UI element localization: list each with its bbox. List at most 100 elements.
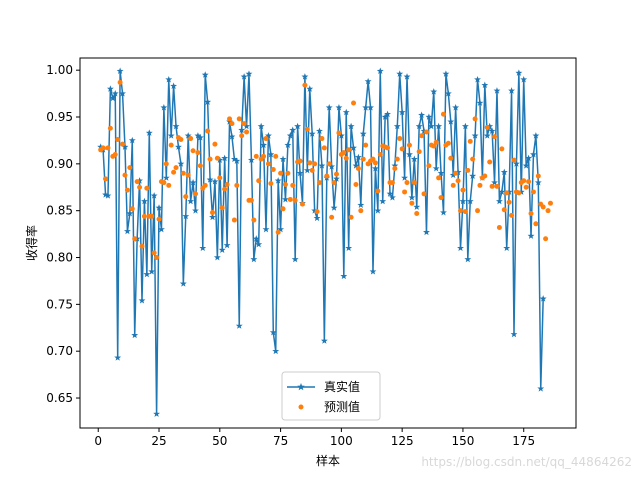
true-value-point xyxy=(284,141,292,149)
predicted-value-point xyxy=(404,180,410,186)
predicted-value-point xyxy=(173,165,179,171)
true-value-point xyxy=(272,347,280,355)
true-value-point xyxy=(498,188,506,195)
predicted-value-point xyxy=(455,178,461,184)
true-value-point xyxy=(175,143,182,150)
predicted-value-point xyxy=(202,182,208,188)
true-value-point xyxy=(466,197,474,205)
true-value-point xyxy=(527,232,535,239)
true-value-point xyxy=(432,164,440,172)
true-value-point xyxy=(481,81,489,89)
true-value-point xyxy=(204,98,212,105)
y-tick-label: 0.80 xyxy=(46,251,73,265)
true-value-point xyxy=(330,204,338,211)
true-value-point xyxy=(318,162,326,169)
true-value-point xyxy=(145,129,153,136)
predicted-value-point xyxy=(100,145,106,151)
predicted-value-point xyxy=(316,180,322,186)
y-tick-label: 0.85 xyxy=(46,204,73,218)
true-value-point xyxy=(401,174,409,181)
true-value-point xyxy=(503,244,511,252)
true-value-point xyxy=(201,71,209,78)
true-value-point xyxy=(493,87,501,94)
predicted-value-point xyxy=(312,161,318,167)
true-value-point xyxy=(313,214,321,222)
true-value-point xyxy=(155,204,163,211)
predicted-value-point xyxy=(302,82,308,88)
predicted-value-point xyxy=(229,121,235,127)
predicted-value-point xyxy=(523,184,529,190)
predicted-value-point xyxy=(129,206,135,212)
predicted-value-point xyxy=(270,166,276,172)
true-value-point xyxy=(223,241,231,249)
x-tick-label: 25 xyxy=(151,434,166,448)
predicted-value-point xyxy=(397,136,403,142)
true-value-point xyxy=(325,104,333,111)
predicted-value-point xyxy=(205,128,211,134)
predicted-value-point xyxy=(326,161,332,167)
predicted-value-point xyxy=(287,196,293,202)
true-value-point xyxy=(206,176,214,183)
true-value-point xyxy=(530,150,537,158)
true-value-point xyxy=(410,155,418,163)
predicted-value-point xyxy=(472,116,478,122)
true-value-point xyxy=(235,322,243,329)
true-value-point xyxy=(389,193,396,201)
series-layer xyxy=(97,67,553,417)
predicted-value-point xyxy=(197,163,203,169)
true-value-point xyxy=(167,132,175,139)
true-value-point xyxy=(277,225,285,233)
true-value-point xyxy=(474,75,481,83)
predicted-value-point xyxy=(282,181,288,187)
true-value-point xyxy=(320,337,328,344)
true-value-point xyxy=(184,132,192,139)
predicted-value-point xyxy=(292,197,298,203)
true-value-point xyxy=(165,75,173,83)
predicted-value-point xyxy=(489,183,495,189)
predicted-value-point xyxy=(492,134,498,140)
legend-label-pred: 预测值 xyxy=(324,399,360,414)
predicted-value-point xyxy=(275,229,281,235)
true-value-point xyxy=(114,354,122,361)
predicted-value-point xyxy=(180,170,186,176)
true-value-point xyxy=(196,134,204,141)
predicted-value-point xyxy=(324,173,330,179)
predicted-value-point xyxy=(406,142,412,148)
true-value-point xyxy=(510,330,518,338)
predicted-value-point xyxy=(436,175,442,181)
true-value-point xyxy=(141,197,148,205)
predicted-value-point xyxy=(297,158,303,164)
true-value-point xyxy=(306,85,314,92)
predicted-value-point xyxy=(341,150,347,156)
predicted-value-point xyxy=(321,145,327,151)
true-value-point xyxy=(123,227,131,235)
x-axis-label: 样本 xyxy=(316,453,340,468)
true-value-point xyxy=(153,410,161,417)
predicted-value-point xyxy=(470,156,476,162)
true-value-point xyxy=(374,207,382,214)
legend-box xyxy=(281,371,381,421)
true-value-point xyxy=(109,94,117,102)
true-value-point xyxy=(454,168,462,176)
y-tick-label: 0.70 xyxy=(46,344,73,358)
true-value-point xyxy=(265,132,272,139)
predicted-value-point xyxy=(334,171,340,177)
true-value-point xyxy=(391,162,399,169)
predicted-value-point xyxy=(535,173,541,179)
true-value-point xyxy=(106,85,114,92)
true-value-point xyxy=(488,127,496,134)
predicted-value-point xyxy=(409,200,415,206)
true-value-point xyxy=(282,195,289,203)
x-tick-label: 175 xyxy=(512,434,535,448)
predicted-value-point xyxy=(285,170,291,176)
predicted-value-point xyxy=(236,116,242,122)
predicted-value-point xyxy=(212,141,218,147)
true-value-point xyxy=(301,73,309,80)
plot-area xyxy=(80,58,576,428)
true-value-point xyxy=(517,188,525,195)
predicted-value-point xyxy=(540,204,546,210)
predicted-value-point xyxy=(509,212,515,218)
predicted-value-point xyxy=(329,214,335,220)
predicted-value-point xyxy=(484,124,490,130)
